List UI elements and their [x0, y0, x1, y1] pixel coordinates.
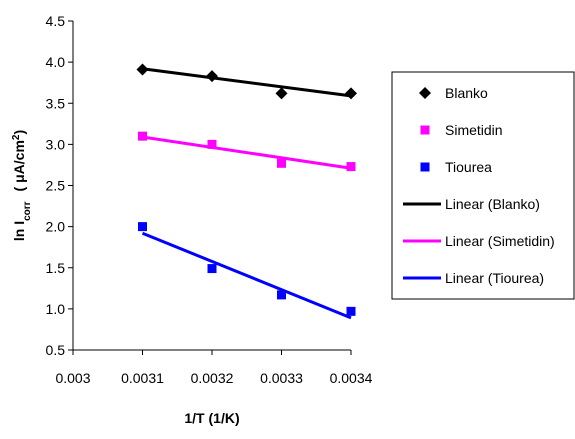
data-point [277, 158, 286, 168]
legend-marker [420, 162, 430, 172]
data-point [136, 63, 149, 76]
data-point [346, 162, 356, 172]
y-tick-label: 2.5 [46, 178, 66, 194]
legend-label: Blanko [445, 85, 488, 101]
y-tick-label: 0.5 [46, 342, 66, 358]
legend-label: Linear (Blanko) [445, 196, 540, 212]
x-tick-label: 0.0033 [260, 370, 303, 386]
legend-item: Blanko [419, 85, 488, 101]
legend-label: Tiourea [445, 159, 492, 175]
trendline [142, 135, 352, 170]
trendline [142, 67, 352, 98]
legend-item: Linear (Blanko) [403, 196, 540, 212]
y-tick-label: 3.0 [46, 136, 66, 152]
x-tick-label: 0.0032 [191, 370, 234, 386]
y-tick-label: 4.0 [46, 54, 66, 70]
legend-label: Linear (Tiourea) [445, 270, 544, 286]
legend-marker [419, 87, 431, 99]
trendline [141, 231, 352, 320]
legend-item: Tiourea [420, 159, 492, 175]
x-tick-label: 0.0031 [121, 370, 164, 386]
y-axis-title: ln Icorr ( μA/cm2) [11, 130, 33, 241]
x-axis-ticks: 0.003 0.0031 0.0032 0.0033 0.0034 [55, 350, 373, 386]
x-tick-label: 0.003 [55, 370, 90, 386]
legend-label: Linear (Simetidin) [445, 233, 555, 249]
y-tick-label: 2.0 [46, 219, 66, 235]
data-point [207, 139, 217, 149]
legend-box [391, 71, 575, 300]
data-point [346, 306, 356, 316]
y-axis-title-subscript: corr [22, 201, 33, 221]
data-point [275, 87, 288, 100]
y-axis-title-unit-open: ( μA/cm [11, 140, 27, 191]
data-point [345, 87, 357, 100]
legend-item: Simetidin [420, 122, 503, 138]
legend-item: Linear (Simetidin) [403, 233, 555, 249]
legend-label: Simetidin [445, 122, 503, 138]
y-tick-label: 3.5 [46, 95, 66, 111]
y-tick-label: 1.0 [46, 301, 66, 317]
data-point [206, 70, 218, 83]
x-tick-label: 0.0034 [330, 370, 373, 386]
y-tick-label: 1.5 [46, 260, 66, 276]
y-axis-title-superscript: 2 [11, 134, 22, 140]
legend: Blanko Simetidin Tiourea Linear (Blanko) Lin… [391, 71, 575, 300]
data-point [207, 264, 217, 274]
y-tick-label: 4.5 [46, 13, 66, 29]
y-axis-ticks: 0.5 1.0 1.5 2.0 2.5 3.0 3.5 4.0 4.5 [46, 13, 73, 358]
data-markers [136, 63, 357, 316]
data-point [277, 290, 286, 300]
x-axis-title: 1/T (1/K) [184, 410, 239, 426]
data-point [138, 131, 147, 141]
legend-marker [420, 125, 430, 135]
y-axis-title-unit-close: ) [11, 130, 27, 135]
trendlines [141, 67, 352, 320]
data-point [138, 222, 147, 232]
y-axis-title-prefix: ln I [11, 221, 27, 241]
legend-item: Linear (Tiourea) [403, 270, 544, 286]
legend-items: Blanko Simetidin Tiourea Linear (Blanko) Lin… [403, 85, 555, 286]
